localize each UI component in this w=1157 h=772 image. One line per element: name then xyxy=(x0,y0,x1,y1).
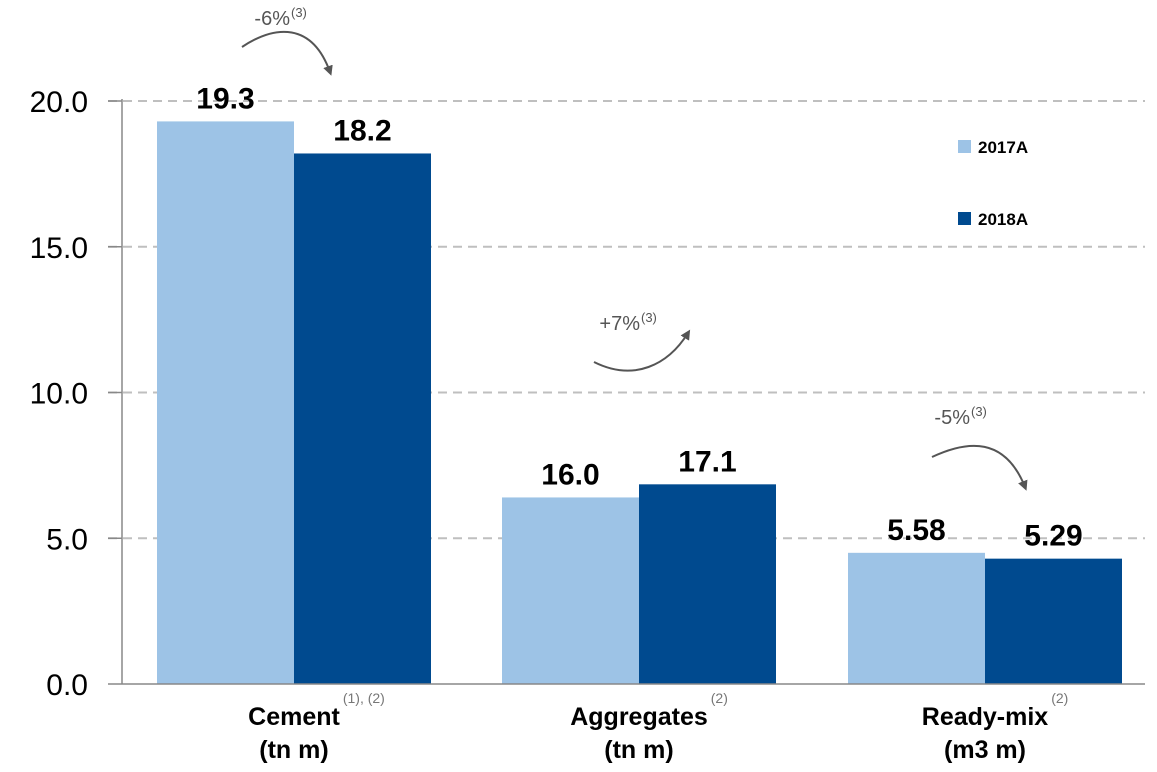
footnote-marker: (2) xyxy=(1051,690,1068,706)
legend-label: 2017A xyxy=(978,138,1028,157)
x-tick-label: Ready-mix xyxy=(922,703,1049,731)
bar-2018A-cement xyxy=(294,153,431,685)
bar-2018A-aggregates xyxy=(639,484,776,684)
data-label: 19.3 xyxy=(196,82,254,115)
change-footnote: (3) xyxy=(971,404,987,419)
legend-swatch xyxy=(958,212,971,225)
x-tick-label: Aggregates xyxy=(570,703,708,731)
bar-2017A-aggregates xyxy=(502,497,639,684)
data-label: 16.0 xyxy=(541,458,599,491)
change-annotations: -6% (3)+7% (3)-5% (3) xyxy=(241,5,1028,491)
y-tick-label: 5.0 xyxy=(46,523,88,556)
data-label: 18.2 xyxy=(333,114,391,147)
change-annotation: +7% (3) xyxy=(593,310,691,372)
change-annotation: -5% (3) xyxy=(931,404,1028,491)
change-footnote: (3) xyxy=(291,5,307,20)
change-label: +7% xyxy=(599,313,640,335)
bar-2017A-ready-mix xyxy=(848,552,985,684)
x-tick-label: Cement xyxy=(248,703,340,731)
axes: 0.0 5.0 10.0 15.0 20.0 xyxy=(30,86,1145,702)
y-tick-label: 10.0 xyxy=(30,378,88,411)
bar-2017A-cement xyxy=(157,121,294,684)
curved-arrow-up-icon xyxy=(593,329,691,372)
data-label: 5.58 xyxy=(887,514,945,547)
legend: 2017A 2018A xyxy=(958,138,1028,229)
legend-item-2018A: 2018A xyxy=(958,210,1028,229)
legend-item-2017A: 2017A xyxy=(958,138,1028,157)
x-tick-unit: (tn m) xyxy=(604,736,673,764)
legend-swatch xyxy=(958,140,971,153)
footnote-marker: (2) xyxy=(711,690,728,706)
change-annotation: -6% (3) xyxy=(241,5,333,76)
labels: 19.3 16.0 5.58 18.2 17.1 5.29 Cement (tn m) (1),… xyxy=(196,82,1082,764)
data-label: 17.1 xyxy=(678,445,736,478)
y-tick-label: 20.0 xyxy=(30,86,88,119)
y-tick-label: 15.0 xyxy=(30,232,88,265)
change-footnote: (3) xyxy=(641,310,657,325)
x-tick-unit: (tn m) xyxy=(259,736,328,764)
curved-arrow-down-icon xyxy=(931,444,1028,491)
x-tick-unit: (m3 m) xyxy=(944,736,1026,764)
footnote-marker: (1), (2) xyxy=(343,690,385,706)
y-tick-label: 0.0 xyxy=(46,669,88,702)
change-label: -5% xyxy=(934,407,970,429)
data-label: 5.29 xyxy=(1024,520,1082,553)
change-label: -6% xyxy=(254,8,290,30)
bar-2018A-ready-mix xyxy=(985,558,1122,684)
curved-arrow-down-icon xyxy=(241,30,333,76)
bars xyxy=(157,121,1122,685)
legend-label: 2018A xyxy=(978,210,1028,229)
